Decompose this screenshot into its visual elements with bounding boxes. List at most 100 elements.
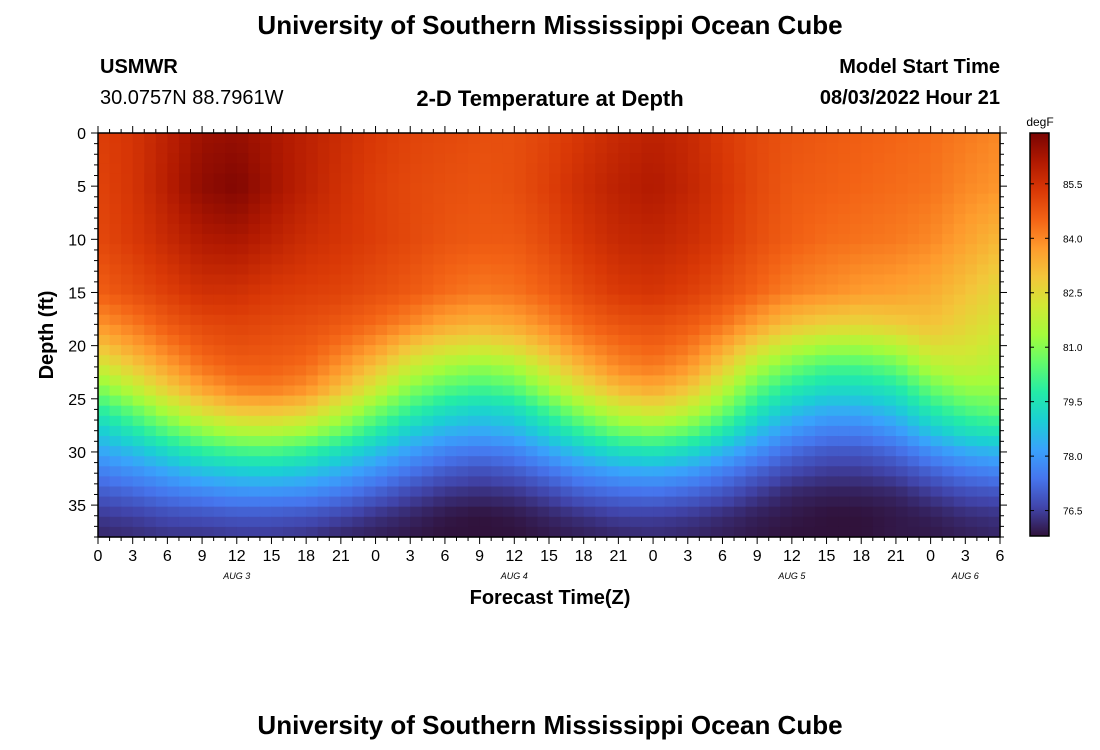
heatmap-cell xyxy=(826,506,839,518)
heatmap-cell xyxy=(838,365,851,376)
heatmap-cell xyxy=(375,153,388,164)
heatmap-cell xyxy=(895,385,909,397)
heatmap-cell xyxy=(514,143,527,154)
x-tick-label: 9 xyxy=(753,548,762,565)
heatmap-cell xyxy=(167,446,180,457)
heatmap-cell xyxy=(178,324,192,336)
heatmap-cell xyxy=(306,496,319,508)
heatmap-cell xyxy=(976,365,990,376)
heatmap-cell xyxy=(144,324,157,336)
heatmap-cell xyxy=(814,324,828,336)
heatmap-cell xyxy=(629,193,643,205)
heatmap-cell xyxy=(942,506,955,518)
heatmap-cell xyxy=(375,385,388,397)
footer-title: University of Southern Mississippi Ocean… xyxy=(257,710,843,740)
heatmap-cell xyxy=(537,264,550,275)
heatmap-cell xyxy=(572,395,585,407)
heatmap-cell xyxy=(502,203,515,215)
heatmap-cell xyxy=(803,193,816,205)
x-tick-label: 12 xyxy=(228,548,246,565)
heatmap-cell xyxy=(907,284,920,296)
y-tick-label: 25 xyxy=(68,392,86,409)
heatmap-cell xyxy=(109,385,122,397)
heatmap-cell xyxy=(525,324,539,336)
heatmap-cell xyxy=(919,486,932,498)
heatmap-cell xyxy=(525,314,539,326)
heatmap-cell xyxy=(768,254,781,265)
heatmap-cell xyxy=(225,193,238,205)
heatmap-cell xyxy=(907,304,920,316)
heatmap-cell xyxy=(734,223,747,235)
heatmap-cell xyxy=(410,223,423,235)
heatmap-cell xyxy=(294,213,307,225)
heatmap-cell xyxy=(814,496,828,508)
heatmap-cell xyxy=(664,476,677,488)
heatmap-cell xyxy=(872,436,885,447)
heatmap-cell xyxy=(236,193,249,205)
heatmap-cell xyxy=(340,284,354,296)
heatmap-cell xyxy=(791,274,805,286)
heatmap-cell xyxy=(236,143,249,154)
heatmap-cell xyxy=(745,436,758,447)
heatmap-cell xyxy=(144,213,157,225)
heatmap-cell xyxy=(664,446,677,457)
heatmap-cell xyxy=(826,274,839,286)
heatmap-cell xyxy=(930,526,943,538)
heatmap-cell xyxy=(734,163,747,174)
heatmap-cell xyxy=(872,405,885,417)
heatmap-cell xyxy=(363,294,377,306)
heatmap-cell xyxy=(976,223,990,235)
heatmap-cell xyxy=(849,365,862,376)
heatmap-cell xyxy=(155,203,168,215)
heatmap-cell xyxy=(202,153,215,164)
heatmap-cell xyxy=(641,163,654,174)
heatmap-cell xyxy=(734,506,747,518)
heatmap-cell xyxy=(421,436,434,447)
heatmap-cell xyxy=(976,314,990,326)
heatmap-cell xyxy=(155,254,168,265)
heatmap-cell xyxy=(502,516,515,528)
heatmap-cell xyxy=(676,456,689,467)
heatmap-cell xyxy=(271,143,284,154)
heatmap-cell xyxy=(942,355,955,366)
heatmap-cell xyxy=(294,254,307,265)
heatmap-cell xyxy=(976,516,990,528)
heatmap-cell xyxy=(121,254,134,265)
heatmap-cell xyxy=(132,385,145,397)
heatmap-cell xyxy=(202,486,215,498)
heatmap-cell xyxy=(491,153,504,164)
heatmap-cell xyxy=(965,496,978,508)
heatmap-cell xyxy=(641,385,654,397)
heatmap-cell xyxy=(329,385,342,397)
heatmap-cell xyxy=(178,223,192,235)
heatmap-cell xyxy=(98,345,111,356)
heatmap-cell xyxy=(502,244,515,255)
heatmap-cell xyxy=(456,304,469,316)
x-tick-label: 3 xyxy=(406,548,415,565)
heatmap-cell xyxy=(144,476,157,488)
heatmap-cell xyxy=(375,173,388,185)
heatmap-cell xyxy=(953,143,966,154)
heatmap-cell xyxy=(294,345,307,356)
heatmap-cell xyxy=(861,193,874,205)
heatmap-cell xyxy=(98,304,111,316)
heatmap-cell xyxy=(398,163,411,174)
heatmap-cell xyxy=(606,304,619,316)
heatmap-cell xyxy=(236,405,249,417)
heatmap-cell xyxy=(664,375,677,387)
heatmap-cell xyxy=(629,365,643,376)
heatmap-cell xyxy=(259,405,273,417)
heatmap-cell xyxy=(838,446,851,457)
heatmap-cell xyxy=(872,496,885,508)
heatmap-cell xyxy=(271,264,284,275)
heatmap-cell xyxy=(988,244,1001,255)
heatmap-cell xyxy=(271,274,284,286)
heatmap-cell xyxy=(768,516,781,528)
heatmap-cell xyxy=(676,324,689,336)
heatmap-cell xyxy=(236,314,249,326)
heatmap-cell xyxy=(872,486,885,498)
heatmap-cell xyxy=(329,375,342,387)
heatmap-cell xyxy=(953,254,966,265)
heatmap-cell xyxy=(676,476,689,488)
heatmap-cell xyxy=(676,506,689,518)
